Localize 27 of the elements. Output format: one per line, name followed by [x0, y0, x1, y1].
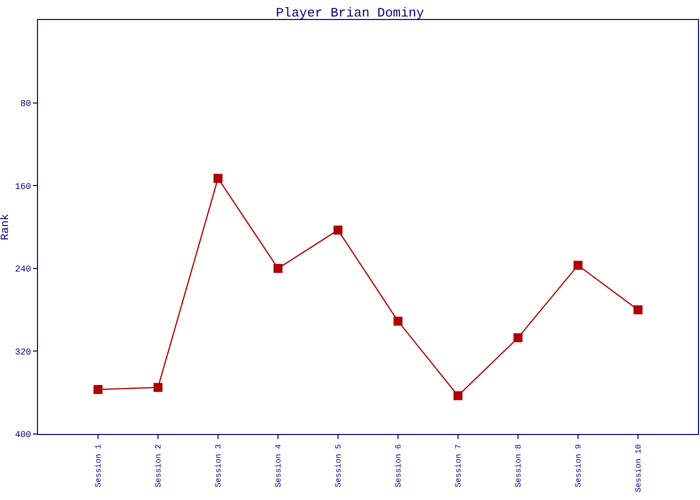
point: [334, 226, 342, 235]
x-tick-label: Session 6: [394, 444, 404, 488]
point: [514, 333, 522, 342]
point: [574, 260, 582, 270]
x-tick-label: Session 1: [94, 444, 104, 488]
y-axis-title: Rank: [0, 213, 12, 240]
point: [94, 384, 102, 394]
x-tick-label: Session 8: [514, 444, 524, 488]
x-tick-label: Session 5: [334, 444, 344, 488]
point: [274, 264, 282, 273]
x-tick-label: Session 2: [154, 444, 164, 488]
y-tick-label: 240: [14, 264, 32, 275]
point: [634, 305, 642, 314]
point: [394, 316, 402, 326]
x-tick-label: Session 3: [214, 444, 224, 488]
y-tick-label: 400: [14, 430, 32, 440]
y-tick-label: 160: [14, 182, 32, 192]
x-tick-label: Session 4: [274, 444, 284, 488]
y-tick-label: 80: [20, 98, 32, 109]
point: [454, 391, 462, 400]
point: [154, 382, 162, 392]
x-tick-label: Session 7: [454, 444, 464, 488]
x-tick-label: Session 9: [574, 444, 584, 488]
y-tick-label: 320: [14, 347, 32, 358]
point: [214, 174, 222, 183]
chart-title: Player Brian Dominy: [276, 6, 424, 21]
x-tick-label: Session 10: [634, 444, 644, 492]
